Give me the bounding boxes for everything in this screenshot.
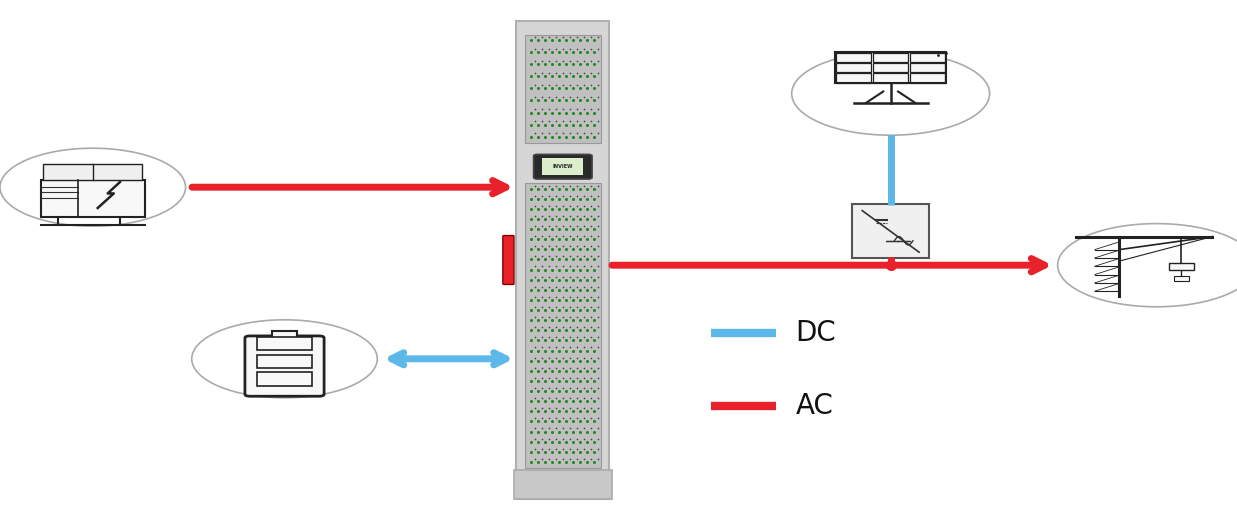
FancyBboxPatch shape	[502, 236, 515, 284]
FancyBboxPatch shape	[533, 154, 593, 179]
FancyBboxPatch shape	[526, 35, 601, 143]
FancyBboxPatch shape	[517, 21, 610, 499]
FancyBboxPatch shape	[1169, 263, 1194, 270]
FancyBboxPatch shape	[257, 355, 312, 368]
FancyBboxPatch shape	[41, 180, 145, 217]
FancyBboxPatch shape	[257, 372, 312, 386]
FancyBboxPatch shape	[43, 164, 142, 180]
Circle shape	[792, 52, 990, 135]
FancyBboxPatch shape	[836, 73, 871, 83]
Text: INVIEW: INVIEW	[553, 164, 573, 169]
Text: AC: AC	[795, 392, 834, 420]
Circle shape	[192, 320, 377, 398]
FancyBboxPatch shape	[873, 73, 908, 83]
FancyBboxPatch shape	[910, 63, 945, 72]
Circle shape	[0, 148, 186, 226]
FancyBboxPatch shape	[836, 63, 871, 72]
FancyBboxPatch shape	[910, 53, 945, 62]
FancyBboxPatch shape	[873, 63, 908, 72]
FancyBboxPatch shape	[873, 53, 908, 62]
FancyBboxPatch shape	[272, 331, 297, 338]
FancyBboxPatch shape	[542, 158, 584, 175]
FancyBboxPatch shape	[910, 73, 945, 83]
FancyBboxPatch shape	[852, 204, 929, 258]
Circle shape	[1058, 224, 1237, 307]
FancyBboxPatch shape	[526, 184, 601, 468]
FancyBboxPatch shape	[1174, 276, 1189, 281]
FancyBboxPatch shape	[245, 336, 324, 396]
FancyBboxPatch shape	[257, 337, 312, 350]
Text: DC: DC	[795, 319, 836, 347]
FancyBboxPatch shape	[515, 470, 611, 499]
FancyBboxPatch shape	[836, 53, 871, 62]
